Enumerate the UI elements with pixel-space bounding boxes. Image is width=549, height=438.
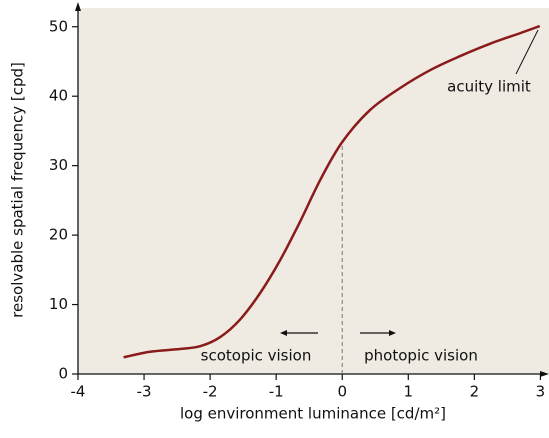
x-tick-label: -3 xyxy=(137,383,152,401)
x-tick-label: 3 xyxy=(536,383,546,401)
annotation: scotopic vision xyxy=(201,347,312,365)
x-tick-label: -4 xyxy=(71,383,86,401)
y-tick-label: 50 xyxy=(49,17,68,35)
x-tick-label: 1 xyxy=(404,383,414,401)
annotation: acuity limit xyxy=(447,78,531,96)
y-tick-label: 40 xyxy=(49,87,68,105)
y-tick-label: 30 xyxy=(49,156,68,174)
y-tick-label: 0 xyxy=(58,365,68,383)
arrow-left-head xyxy=(280,330,287,336)
arrow-right-head xyxy=(389,330,396,336)
y-tick-label: 20 xyxy=(49,226,68,244)
x-tick-label: -1 xyxy=(269,383,284,401)
curve xyxy=(123,24,541,359)
x-axis-label: log environment luminance [cd/m²] xyxy=(180,405,446,423)
y-axis-label: resolvable spatial frequency [cpd] xyxy=(9,62,27,318)
x-tick-label: 2 xyxy=(470,383,480,401)
x-axis-arrow xyxy=(540,371,549,377)
x-tick-label: -2 xyxy=(203,383,218,401)
annotation: photopic vision xyxy=(364,347,478,365)
y-tick-label: 10 xyxy=(49,295,68,313)
x-tick-label: 0 xyxy=(337,383,347,401)
y-axis-arrow xyxy=(75,2,81,11)
annotation-leader xyxy=(515,29,539,75)
